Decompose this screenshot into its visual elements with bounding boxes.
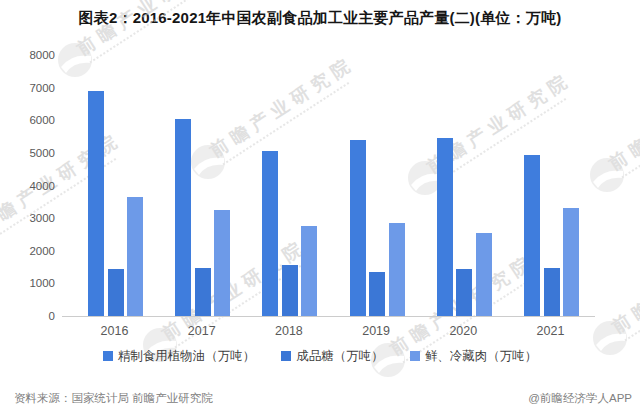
legend-item-refined-sugar: 成品糖（万吨） [281, 348, 384, 365]
bar-refined-sugar-2016 [108, 269, 124, 316]
bar-refined-sugar-2017 [195, 268, 211, 316]
legend-swatch-icon [103, 351, 113, 361]
legend-item-fresh-chilled-meat: 鲜、冷藏肉（万吨） [410, 348, 538, 365]
x-axis-label-2019: 2019 [346, 324, 406, 338]
bar-refined-sugar-2021 [544, 268, 560, 316]
x-axis-line [62, 316, 595, 317]
bar-refined-edible-vegetable-oil-2018 [262, 151, 278, 316]
chart-figure: 前瞻产业研究院前瞻产业研究院前瞻产业研究院前瞻产业研究院前瞻产业研究院前瞻产业研… [0, 0, 640, 419]
y-axis-tick-label: 3000 [5, 211, 55, 225]
legend-label: 成品糖（万吨） [296, 348, 384, 365]
x-axis-label-2021: 2021 [521, 324, 581, 338]
legend: 精制食用植物油（万吨） 成品糖（万吨） 鲜、冷藏肉（万吨） [0, 347, 640, 365]
x-axis-label-2018: 2018 [259, 324, 319, 338]
y-axis-tick-label: 5000 [5, 146, 55, 160]
x-axis-label-2017: 2017 [172, 324, 232, 338]
source-note: 资料来源：国家统计局 前瞻产业研究院 [14, 391, 213, 406]
legend-item-refined-edible-vegetable-oil: 精制食用植物油（万吨） [103, 348, 256, 365]
legend-swatch-icon [281, 351, 291, 361]
bar-refined-edible-vegetable-oil-2017 [175, 119, 191, 316]
bar-refined-edible-vegetable-oil-2021 [524, 155, 540, 316]
y-axis-tick-label: 4000 [5, 179, 55, 193]
bar-refined-sugar-2018 [282, 265, 298, 316]
y-axis-tick-label: 8000 [5, 48, 55, 62]
x-axis-label-2020: 2020 [433, 324, 493, 338]
y-axis-tick-label: 6000 [5, 113, 55, 127]
bar-refined-edible-vegetable-oil-2016 [88, 91, 104, 316]
y-axis-tick-label: 1000 [5, 276, 55, 290]
y-axis-tick-label: 7000 [5, 81, 55, 95]
bar-fresh-chilled-meat-2020 [476, 233, 492, 316]
bar-fresh-chilled-meat-2021 [563, 208, 579, 316]
y-axis-tick-label: 2000 [5, 244, 55, 258]
bar-refined-edible-vegetable-oil-2019 [350, 140, 366, 316]
legend-label: 精制食用植物油（万吨） [118, 348, 256, 365]
bar-fresh-chilled-meat-2018 [301, 226, 317, 316]
bar-refined-sugar-2020 [456, 269, 472, 316]
bar-fresh-chilled-meat-2019 [389, 223, 405, 316]
bar-refined-edible-vegetable-oil-2020 [437, 138, 453, 316]
legend-label: 鲜、冷藏肉（万吨） [425, 348, 538, 365]
legend-swatch-icon [410, 351, 420, 361]
bar-fresh-chilled-meat-2016 [127, 197, 143, 316]
credit-note: @前瞻经济学人APP [528, 391, 632, 406]
y-axis-tick-label: 0 [5, 309, 55, 323]
bar-refined-sugar-2019 [369, 272, 385, 316]
x-axis-label-2016: 2016 [85, 324, 145, 338]
bar-fresh-chilled-meat-2017 [214, 210, 230, 316]
